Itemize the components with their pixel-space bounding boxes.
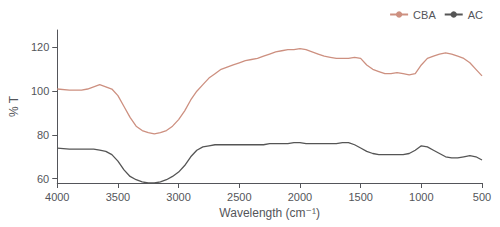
svg-text:4000: 4000: [45, 191, 69, 203]
svg-text:1000: 1000: [409, 191, 433, 203]
svg-text:500: 500: [473, 191, 491, 203]
svg-text:60: 60: [37, 173, 49, 185]
svg-text:2500: 2500: [227, 191, 251, 203]
svg-text:CBA: CBA: [413, 9, 436, 21]
svg-text:120: 120: [31, 41, 49, 53]
svg-text:% T: % T: [7, 95, 21, 117]
svg-text:1500: 1500: [348, 191, 372, 203]
svg-text:2000: 2000: [288, 191, 312, 203]
svg-text:AC: AC: [468, 9, 483, 21]
svg-text:3500: 3500: [106, 191, 130, 203]
svg-text:3000: 3000: [166, 191, 190, 203]
svg-text:80: 80: [37, 129, 49, 141]
svg-text:100: 100: [31, 85, 49, 97]
svg-text:Wavelength (cm⁻¹): Wavelength (cm⁻¹): [219, 206, 320, 220]
